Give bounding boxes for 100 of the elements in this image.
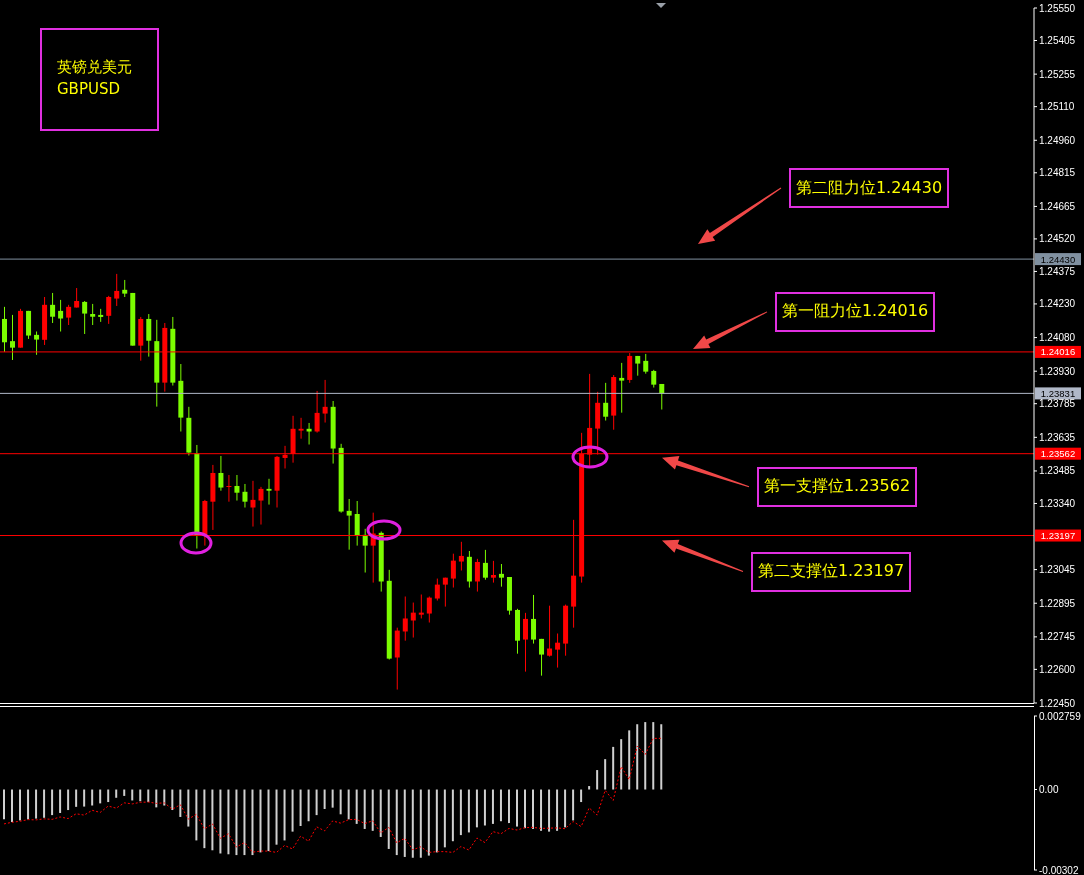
bar [604,759,607,790]
bar [243,789,246,856]
bar [43,789,46,818]
bar [195,789,198,841]
bar [379,789,382,837]
y-tick-label: 1.24375 [1039,265,1076,277]
bar [532,789,535,829]
bar [315,789,318,816]
ref-line-label: 1.23197 [1040,530,1076,542]
bar [171,789,174,811]
bar [11,789,14,823]
bar [331,789,334,808]
bar [115,789,118,798]
ref-line-label: 1.24016 [1040,346,1076,358]
bar [371,789,374,831]
annotation: 第一支撑位1.23562 [757,466,917,507]
annotation: 第一阻力位1.24016 [775,291,935,332]
bar [419,789,422,858]
bar [355,789,358,824]
bar [59,789,62,813]
bar [91,789,94,806]
annotation: 第二支撑位1.23197 [751,551,911,592]
y-tick-label: 1.23045 [1039,564,1076,576]
y-tick-label: 1.25255 [1039,68,1076,80]
bar [644,722,647,790]
bar [363,789,366,829]
y-tick-label: 0.00 [1039,784,1059,796]
bar [51,789,54,816]
bar [572,789,575,821]
ref-line-label: 1.23831 [1040,387,1076,399]
y-tick-label: 1.22600 [1039,663,1076,675]
candlestick [490,560,496,584]
y-tick-label: 1.22745 [1039,631,1076,643]
y-tick-label: 1.23785 [1039,398,1076,410]
bar [580,789,583,803]
bar [435,789,438,853]
bar [491,789,494,824]
bar [515,789,518,827]
bar [131,789,134,801]
y-tick-label: 1.24080 [1039,332,1076,344]
bar [475,789,478,828]
bar [187,789,190,827]
bar [99,789,102,804]
y-tick-label: 1.24815 [1039,167,1076,179]
bar [291,789,294,832]
ref-line-label: 1.23562 [1040,448,1076,460]
line-series [3,737,662,853]
bar [387,789,390,849]
bar [27,789,30,820]
candlestick [90,303,96,326]
bar [548,789,551,832]
bar [339,789,342,815]
bar [235,789,238,856]
text: 英镑兑美元 [57,58,132,77]
bar [307,789,310,822]
bar [411,789,414,858]
bar [35,789,38,819]
bar [427,789,430,856]
bar [139,789,142,802]
bar [83,789,86,807]
annotation: 第二阻力位1.24430 [789,168,949,208]
bar [660,724,663,790]
bar [403,789,406,857]
ref-line-label: 1.24430 [1040,253,1076,265]
bar [395,789,398,856]
bar [107,789,110,803]
bar [459,789,462,836]
y-tick-label: 1.23930 [1039,365,1076,377]
bar [227,789,230,855]
y-tick-label: 1.22450 [1039,697,1076,709]
y-tick-label: 0.002759 [1039,710,1082,722]
bar [612,746,615,790]
y-tick-label: 1.24230 [1039,298,1076,310]
y-tick-label: 1.25550 [1039,2,1076,14]
bar [451,789,454,842]
y-tick-label: 1.22895 [1039,597,1076,609]
bar [628,730,631,790]
bar [443,789,446,848]
bar [636,724,639,790]
bar [163,789,166,806]
bar [19,789,22,821]
y-tick-label: 1.24520 [1039,233,1076,245]
bar [507,789,510,824]
bar [588,786,591,790]
y-tick-label: 1.23485 [1039,465,1076,477]
bar [3,789,5,820]
bar [147,789,150,803]
bar [67,789,70,811]
y-tick-label: 1.23635 [1039,431,1076,443]
y-tick-label: 1.23340 [1039,497,1076,509]
y-tick-label: -0.00302 [1039,864,1079,875]
bar [652,722,655,790]
bar [299,789,302,827]
bar [203,789,206,849]
bar [524,789,527,829]
bar [467,789,470,833]
bar [219,789,222,854]
bar [179,789,182,817]
bar [564,789,567,828]
bar [499,789,502,822]
